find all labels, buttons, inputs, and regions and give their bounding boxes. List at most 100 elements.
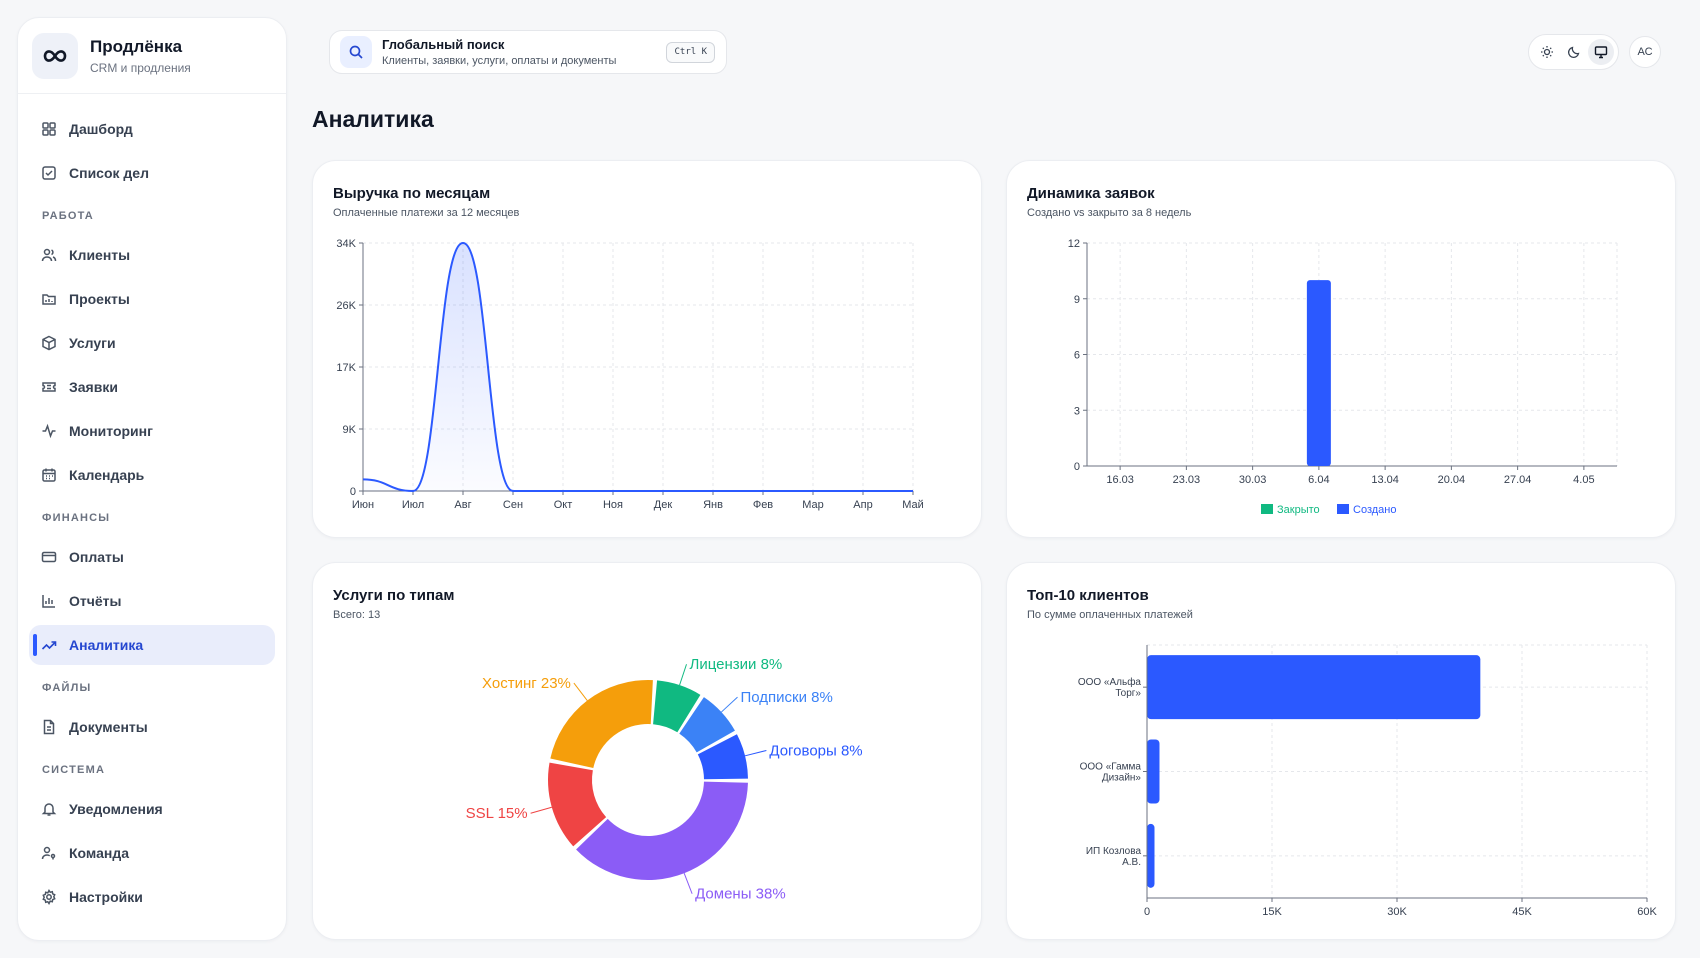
y-tick-label: Торг»	[1115, 688, 1141, 699]
sidebar-item-label: Аналитика	[69, 637, 144, 653]
tickets-card: Динамика заявок Создано vs закрыто за 8 …	[1006, 160, 1676, 538]
sidebar-item-label: Настройки	[69, 889, 143, 905]
y-tick-label: 9	[1074, 294, 1080, 306]
sidebar-nav: Дашборд Список дел РАБОТА Клиенты Проект…	[18, 94, 286, 917]
legend-swatch	[1337, 504, 1349, 514]
y-tick-label: ООО «Гамма	[1080, 762, 1142, 773]
slice-label: Договоры 8%	[769, 742, 862, 759]
sidebar-item-documents[interactable]: Документы	[29, 707, 275, 747]
pie-slice	[548, 762, 607, 847]
sidebar-item-clients[interactable]: Клиенты	[29, 235, 275, 275]
y-tick-label: ИП Козлова	[1086, 846, 1142, 857]
sidebar-item-settings[interactable]: Настройки	[29, 877, 275, 917]
y-tick-label: 17K	[336, 362, 356, 374]
nav-section-system: СИСТЕМА	[42, 764, 106, 776]
sidebar-item-notifications[interactable]: Уведомления	[29, 789, 275, 829]
slice-leader	[530, 806, 552, 814]
sidebar-item-todo[interactable]: Список дел	[29, 153, 275, 193]
sidebar-item-reports[interactable]: Отчёты	[29, 581, 275, 621]
sidebar-item-label: Оплаты	[69, 549, 124, 565]
sidebar-item-label: Команда	[69, 845, 129, 861]
x-tick-label: 15K	[1262, 906, 1282, 918]
app-name: Продлёнка	[90, 36, 183, 56]
services-card: Услуги по типам Всего: 13 Лицензии 8% Под…	[312, 562, 982, 940]
credit-card-icon	[41, 549, 57, 565]
x-tick-label: Фев	[753, 499, 773, 511]
sidebar-item-dashboard[interactable]: Дашборд	[29, 109, 275, 149]
x-tick-label: Авг	[454, 499, 471, 511]
sidebar-item-calendar[interactable]: Календарь	[29, 455, 275, 495]
slice-leader	[683, 873, 693, 894]
sidebar-item-monitoring[interactable]: Мониторинг	[29, 411, 275, 451]
y-tick-label: Дизайн»	[1102, 773, 1142, 784]
slice-label: Подписки 8%	[741, 689, 833, 706]
bell-icon	[41, 801, 57, 817]
clients-card: Топ-10 клиентов По сумме оплаченных плат…	[1006, 562, 1676, 940]
x-tick-label: Сен	[503, 499, 523, 511]
sidebar-item-tickets[interactable]: Заявки	[29, 367, 275, 407]
gear-icon	[41, 889, 57, 905]
pie-slice	[653, 680, 701, 733]
theme-dark-button[interactable]	[1561, 39, 1587, 65]
client-bar	[1147, 655, 1481, 720]
legend-label: Создано	[1353, 504, 1396, 516]
x-tick-label: Дек	[654, 499, 673, 511]
search-shortcut: Ctrl K	[666, 42, 715, 63]
bar-created	[1306, 280, 1331, 466]
y-tick-label: 26K	[336, 300, 356, 312]
revenue-area	[363, 243, 913, 491]
y-tick-label: ООО «Альфа	[1078, 676, 1142, 688]
revenue-card-title: Выручка по месяцам	[333, 185, 491, 202]
slice-leader	[573, 682, 588, 701]
services-card-title: Услуги по типам	[333, 587, 455, 604]
clients-card-subtitle: По сумме оплаченных платежей	[1027, 609, 1193, 621]
x-tick-label: 13.04	[1371, 474, 1399, 486]
search-icon	[340, 36, 372, 68]
sidebar-item-analytics[interactable]: Аналитика	[29, 625, 275, 665]
theme-system-button[interactable]	[1587, 39, 1614, 65]
x-tick-label: 6.04	[1308, 474, 1329, 486]
nav-section-files: ФАЙЛЫ	[42, 682, 92, 694]
search-hint: Клиенты, заявки, услуги, оплаты и докуме…	[382, 55, 617, 67]
sidebar-item-projects[interactable]: Проекты	[29, 279, 275, 319]
sun-icon	[1540, 46, 1553, 58]
nav-section-finance: ФИНАНСЫ	[42, 512, 111, 524]
tickets-card-subtitle: Создано vs закрыто за 8 недель	[1027, 207, 1192, 219]
folder-icon	[41, 291, 57, 307]
theme-switcher	[1528, 34, 1619, 70]
slice-label: SSL 15%	[466, 805, 528, 822]
dashboard-icon	[41, 121, 57, 137]
x-tick-label: 30.03	[1239, 474, 1267, 486]
revenue-line	[362, 241, 913, 493]
global-search[interactable]: Глобальный поиск Клиенты, заявки, услуги…	[329, 30, 727, 74]
sidebar-item-label: Календарь	[69, 467, 145, 483]
y-tick-label: 0	[350, 486, 356, 498]
sidebar-item-services[interactable]: Услуги	[29, 323, 275, 363]
x-tick-label: 23.03	[1173, 474, 1201, 486]
y-tick-label: А.В.	[1122, 857, 1141, 868]
revenue-chart: 0 9K 17K 26K 34K Июн Июл Авг Сен Окт Ноя Дек Янв Фев М…	[336, 238, 923, 511]
sidebar-item-team[interactable]: Команда	[29, 833, 275, 873]
pie-slice	[576, 781, 748, 880]
sidebar-item-payments[interactable]: Оплаты	[29, 537, 275, 577]
search-title: Глобальный поиск	[382, 37, 505, 52]
x-tick-label: 27.04	[1504, 474, 1532, 486]
theme-light-button[interactable]	[1534, 39, 1560, 65]
sidebar: Продлёнка CRM и продления Дашборд Список…	[17, 17, 287, 941]
tickets-chart: 0 3 6 9 12 16.03 23.03 30.03 6.04 13.04 20.04 27.04…	[1068, 238, 1618, 516]
avatar[interactable]: АС	[1629, 36, 1661, 68]
sidebar-item-label: Дашборд	[69, 121, 133, 137]
brand[interactable]: Продлёнка CRM и продления	[18, 18, 286, 94]
pie-slice	[679, 697, 735, 753]
sidebar-item-label: Услуги	[69, 335, 116, 351]
y-tick-label: 34K	[336, 238, 356, 250]
slice-leader	[744, 750, 767, 757]
users-icon	[41, 247, 57, 263]
sidebar-item-label: Клиенты	[69, 247, 131, 263]
pie-slice	[550, 680, 653, 768]
legend-label: Закрыто	[1277, 504, 1320, 516]
document-icon	[41, 719, 57, 735]
x-tick-label: Апр	[853, 499, 872, 511]
app-subtitle: CRM и продления	[90, 60, 191, 75]
monitor-icon	[1594, 46, 1607, 59]
